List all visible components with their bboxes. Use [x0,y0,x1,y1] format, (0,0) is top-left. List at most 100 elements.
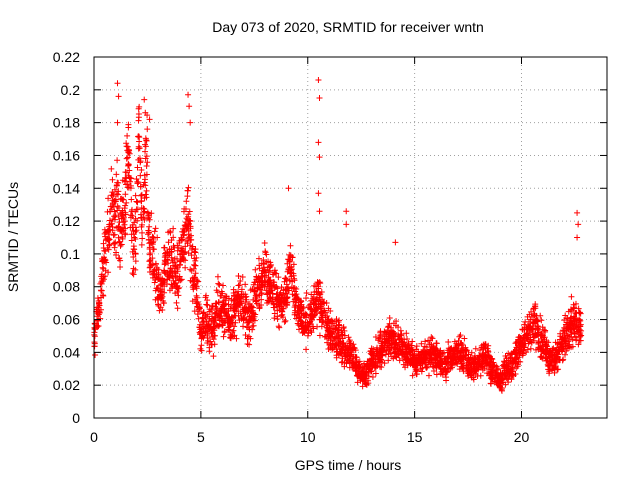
data-point [193,285,200,292]
data-point [552,359,559,366]
x-axis-label: GPS time / hours [295,457,402,473]
data-point [140,205,147,212]
data-point [481,365,488,372]
data-point [132,192,139,199]
data-point [243,293,250,300]
data-point [574,234,581,241]
data-point [138,223,145,230]
data-point [132,266,139,273]
data-point [570,301,577,308]
data-point [220,282,227,289]
data-point [110,232,117,239]
data-point [95,322,102,329]
data-point [443,374,450,381]
data-point [519,340,526,347]
data-point [143,137,150,144]
data-point [255,255,262,262]
data-point [136,145,143,152]
data-point [324,312,331,319]
data-point [258,296,265,303]
data-point [106,236,113,243]
data-point [204,331,211,338]
data-point [233,304,240,311]
data-point [258,270,265,277]
data-point [386,315,393,322]
data-point [236,301,243,308]
data-point [240,306,247,313]
data-point [323,318,330,325]
data-point [239,274,246,281]
x-tick-label: 5 [197,429,205,445]
data-point [270,300,277,307]
data-point [220,298,227,305]
data-point [502,352,509,359]
data-point [182,243,189,250]
data-point [177,258,184,265]
data-point [231,323,238,330]
data-point [443,368,450,375]
data-point [296,314,303,321]
data-point [315,190,322,197]
data-point [101,273,108,280]
data-point [96,309,103,316]
data-point [348,345,355,352]
data-point [173,299,180,306]
data-point [185,184,192,191]
data-point [356,361,363,368]
data-point [327,308,334,315]
data-point [415,352,422,359]
data-point [177,277,184,284]
data-point [403,346,410,353]
data-point [221,302,228,309]
data-point [437,347,444,354]
data-point [211,315,218,322]
data-point [245,318,252,325]
data-point [539,324,546,331]
data-point [560,356,567,363]
data-point [97,306,104,313]
data-point [454,348,461,355]
data-point [160,300,167,307]
data-point [200,318,207,325]
data-point [209,302,216,309]
data-point [122,231,129,238]
data-point [574,317,581,324]
data-point [188,252,195,259]
y-tick-label: 0.16 [53,147,80,163]
data-point [261,283,268,290]
data-point [136,134,143,141]
data-point [92,352,99,359]
data-point [378,359,385,366]
data-point [559,346,566,353]
data-point [238,298,245,305]
data-point [290,270,297,277]
data-point [100,276,107,283]
data-point [97,287,104,294]
data-point [144,231,151,238]
data-point [202,312,209,319]
data-point [149,233,156,240]
data-point [502,370,509,377]
data-point [151,228,158,235]
data-point [146,223,153,230]
data-point [365,366,372,373]
data-point [175,292,182,299]
data-point [524,332,531,339]
data-point [211,341,218,348]
data-point [122,209,129,216]
data-point [237,277,244,284]
data-point [317,280,324,287]
data-point [188,236,195,243]
data-point [111,216,118,223]
data-point [121,205,128,212]
data-point [497,384,504,391]
data-point [115,93,122,100]
data-point [149,241,156,248]
data-point [198,347,205,354]
data-point [281,318,288,325]
data-point [138,192,145,199]
data-point [493,379,500,386]
data-point [121,230,128,237]
data-point [113,190,120,197]
data-point [575,341,582,348]
